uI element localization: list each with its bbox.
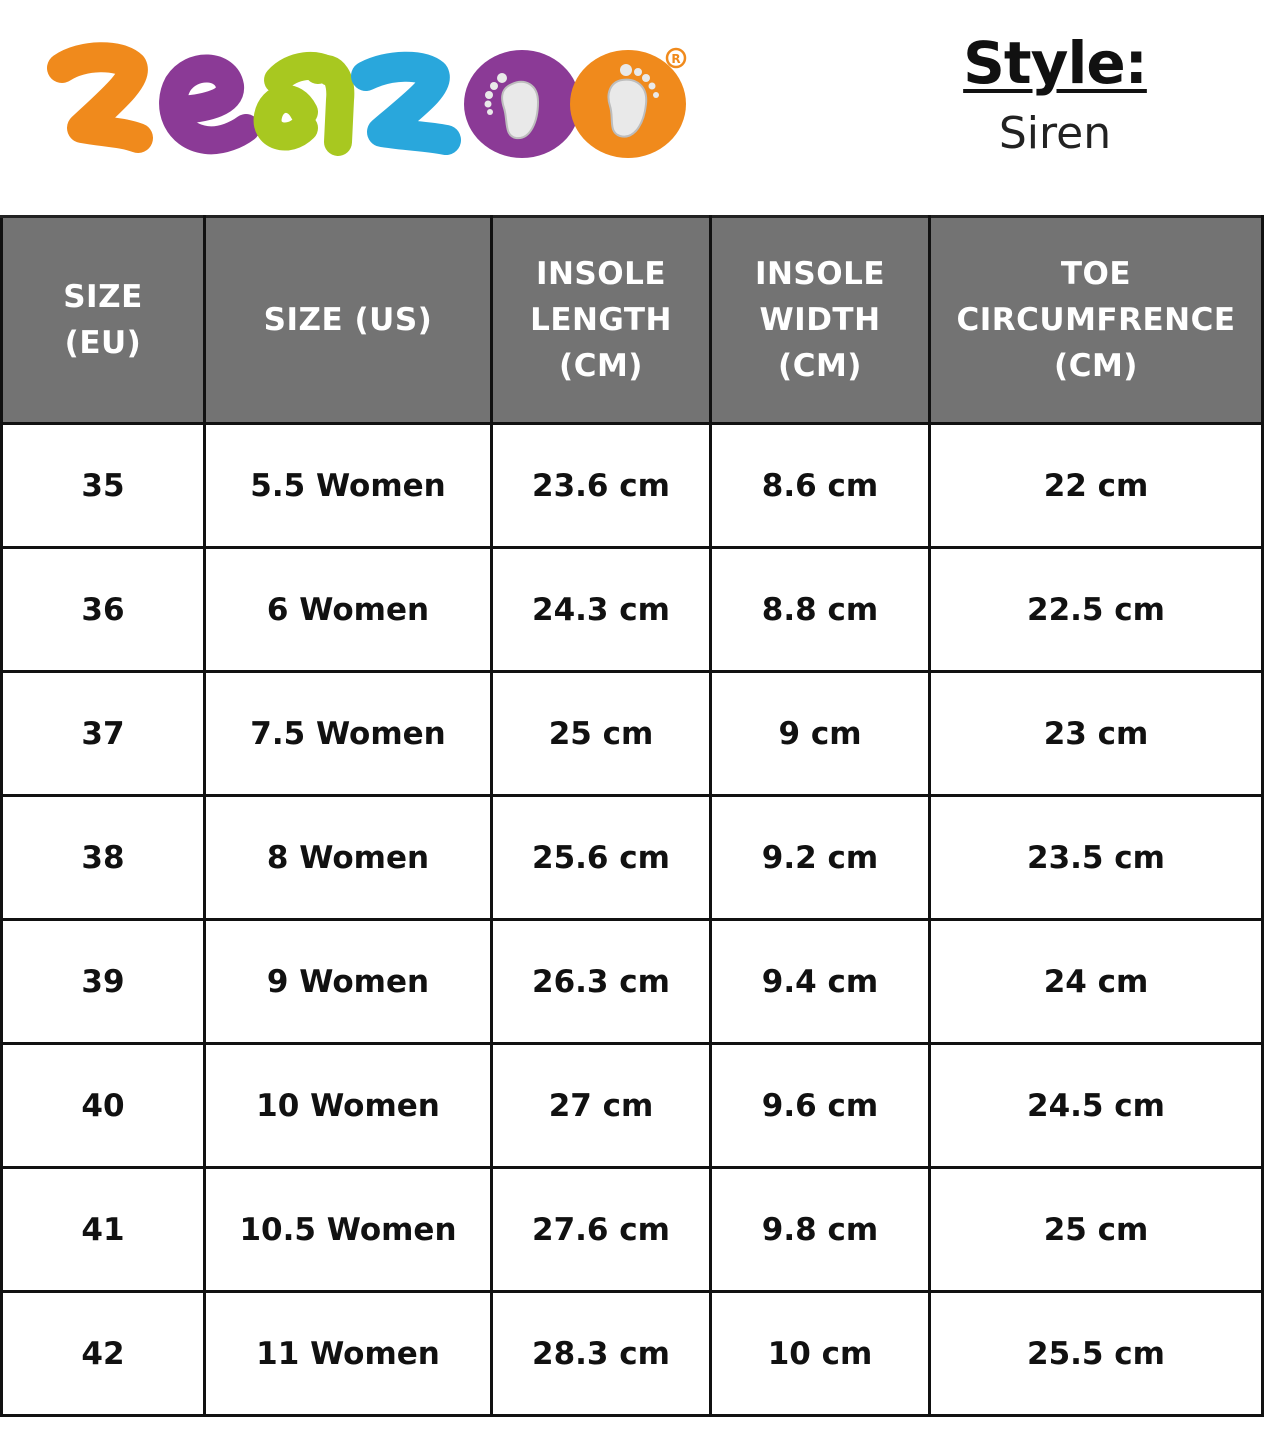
cell-size-us: 11 Women bbox=[203, 1290, 493, 1417]
cell-toe-circumference: 22.5 cm bbox=[928, 546, 1264, 673]
cell-insole-length: 25.6 cm bbox=[490, 794, 712, 921]
header-size-eu: SIZE (EU) bbox=[0, 215, 206, 425]
table-row: 41 10.5 Women 27.6 cm 9.8 cm 25 cm bbox=[0, 1166, 1264, 1293]
cell-size-us: 5.5 Women bbox=[203, 422, 493, 549]
cell-size-eu: 39 bbox=[0, 918, 206, 1045]
style-value: Siren bbox=[998, 108, 1112, 159]
zeazoo-logo: R bbox=[47, 42, 687, 158]
logo-letter-e bbox=[159, 54, 260, 155]
cell-size-eu: 36 bbox=[0, 546, 206, 673]
table-row: 38 8 Women 25.6 cm 9.2 cm 23.5 cm bbox=[0, 794, 1264, 921]
table-row: 42 11 Women 28.3 cm 10 cm 25.5 cm bbox=[0, 1290, 1264, 1417]
logo-letter-o1 bbox=[464, 50, 580, 158]
cell-toe-circumference: 24 cm bbox=[928, 918, 1264, 1045]
style-label: Style: bbox=[963, 29, 1148, 97]
registered-trademark-icon: R bbox=[665, 47, 687, 69]
cell-size-eu: 42 bbox=[0, 1290, 206, 1417]
cell-insole-length: 28.3 cm bbox=[490, 1290, 712, 1417]
cell-toe-circumference: 23.5 cm bbox=[928, 794, 1264, 921]
cell-size-eu: 40 bbox=[0, 1042, 206, 1169]
cell-insole-width: 9.2 cm bbox=[709, 794, 931, 921]
svg-text:R: R bbox=[671, 52, 680, 66]
style-block: Style: Siren bbox=[940, 28, 1170, 164]
cell-insole-length: 25 cm bbox=[490, 670, 712, 797]
cell-insole-width: 9 cm bbox=[709, 670, 931, 797]
table-row: 37 7.5 Women 25 cm 9 cm 23 cm bbox=[0, 670, 1264, 797]
cell-size-us: 6 Women bbox=[203, 546, 493, 673]
cell-insole-width: 8.8 cm bbox=[709, 546, 931, 673]
header-insole-length: INSOLE LENGTH (CM) bbox=[490, 215, 712, 425]
table-row: 36 6 Women 24.3 cm 8.8 cm 22.5 cm bbox=[0, 546, 1264, 673]
cell-toe-circumference: 23 cm bbox=[928, 670, 1264, 797]
cell-size-eu: 41 bbox=[0, 1166, 206, 1293]
logo-letter-z1 bbox=[47, 42, 153, 153]
cell-insole-length: 26.3 cm bbox=[490, 918, 712, 1045]
cell-insole-length: 24.3 cm bbox=[490, 546, 712, 673]
cell-insole-width: 10 cm bbox=[709, 1290, 931, 1417]
cell-insole-width: 8.6 cm bbox=[709, 422, 931, 549]
cell-size-us: 8 Women bbox=[203, 794, 493, 921]
cell-size-eu: 37 bbox=[0, 670, 206, 797]
table-row: 35 5.5 Women 23.6 cm 8.6 cm 22 cm bbox=[0, 422, 1264, 549]
cell-insole-width: 9.4 cm bbox=[709, 918, 931, 1045]
cell-size-us: 10.5 Women bbox=[203, 1166, 493, 1293]
table-row: 39 9 Women 26.3 cm 9.4 cm 24 cm bbox=[0, 918, 1264, 1045]
cell-insole-length: 27 cm bbox=[490, 1042, 712, 1169]
cell-insole-length: 27.6 cm bbox=[490, 1166, 712, 1293]
header-insole-width: INSOLE WIDTH (CM) bbox=[709, 215, 931, 425]
cell-toe-circumference: 25 cm bbox=[928, 1166, 1264, 1293]
header-toe-circumference: TOE CIRCUMFRENCE (CM) bbox=[928, 215, 1264, 425]
cell-insole-width: 9.8 cm bbox=[709, 1166, 931, 1293]
size-chart-table: SIZE (EU) SIZE (US) INSOLE LENGTH (CM) I… bbox=[0, 215, 1264, 1417]
table-row: 40 10 Women 27 cm 9.6 cm 24.5 cm bbox=[0, 1042, 1264, 1169]
header-size-us: SIZE (US) bbox=[203, 215, 493, 425]
cell-size-eu: 35 bbox=[0, 422, 206, 549]
cell-size-eu: 38 bbox=[0, 794, 206, 921]
cell-size-us: 7.5 Women bbox=[203, 670, 493, 797]
cell-insole-width: 9.6 cm bbox=[709, 1042, 931, 1169]
table-header-row: SIZE (EU) SIZE (US) INSOLE LENGTH (CM) I… bbox=[0, 215, 1264, 425]
cell-insole-length: 23.6 cm bbox=[490, 422, 712, 549]
cell-toe-circumference: 22 cm bbox=[928, 422, 1264, 549]
logo-letter-o2 bbox=[570, 50, 686, 158]
cell-size-us: 9 Women bbox=[203, 918, 493, 1045]
logo-letter-z2 bbox=[351, 51, 461, 155]
cell-size-us: 10 Women bbox=[203, 1042, 493, 1169]
cell-toe-circumference: 25.5 cm bbox=[928, 1290, 1264, 1417]
cell-toe-circumference: 24.5 cm bbox=[928, 1042, 1264, 1169]
